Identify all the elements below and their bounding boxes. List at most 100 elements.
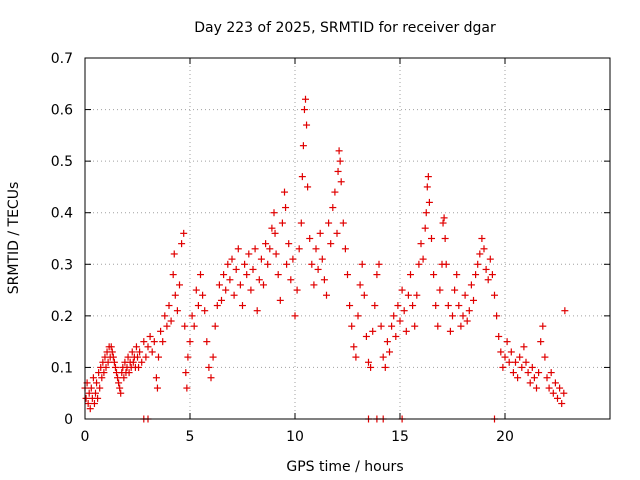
data-point — [371, 302, 379, 310]
data-point — [344, 271, 351, 279]
data-point — [522, 358, 530, 366]
data-point — [360, 291, 368, 299]
data-point — [236, 281, 244, 289]
y-tick-label: 0.6 — [51, 103, 73, 119]
data-point — [556, 384, 564, 392]
data-point — [499, 363, 507, 371]
data-point — [453, 271, 461, 279]
data-point — [182, 369, 190, 377]
data-point — [503, 338, 511, 346]
data-point — [124, 353, 132, 361]
data-point — [271, 229, 279, 237]
data-point — [282, 204, 290, 212]
data-point — [482, 265, 490, 273]
data-point — [300, 106, 308, 114]
data-point — [93, 379, 101, 387]
data-point — [197, 271, 204, 279]
data-point — [308, 260, 316, 268]
data-point — [215, 281, 223, 289]
data-point — [455, 302, 463, 310]
data-point — [241, 260, 249, 268]
data-point — [188, 312, 196, 320]
y-tick-labels: 0 0.1 0.2 0.3 0.4 0.5 0.6 0.7 — [51, 51, 73, 428]
data-point — [509, 369, 517, 377]
data-point — [314, 265, 322, 273]
y-tick-label: 0.7 — [51, 51, 73, 67]
data-point — [203, 338, 211, 346]
data-point — [549, 389, 557, 397]
data-point — [230, 291, 238, 299]
data-point — [512, 358, 519, 366]
data-point — [102, 363, 110, 371]
data-point — [262, 240, 270, 248]
data-point — [472, 271, 480, 279]
data-point — [417, 240, 425, 248]
data-point — [201, 307, 209, 315]
data-point — [129, 358, 137, 366]
data-point — [253, 307, 261, 315]
data-point — [272, 250, 280, 258]
data-point — [226, 276, 234, 284]
data-point — [554, 394, 561, 402]
data-point — [234, 245, 242, 253]
data-point — [82, 394, 90, 402]
data-point — [539, 322, 547, 330]
data-point — [222, 286, 230, 294]
data-point — [394, 302, 402, 310]
data-point — [117, 389, 125, 397]
data-point — [346, 302, 354, 310]
data-point — [128, 348, 136, 356]
data-point — [183, 384, 191, 392]
data-point — [461, 291, 469, 299]
data-point — [436, 286, 444, 294]
data-point — [537, 338, 545, 346]
data-point — [115, 379, 123, 387]
data-point — [518, 363, 526, 371]
data-point — [419, 255, 427, 263]
data-point — [176, 281, 183, 289]
data-point — [356, 281, 364, 289]
data-point — [411, 322, 419, 330]
data-point — [474, 260, 482, 268]
data-point — [247, 286, 255, 294]
data-point — [243, 271, 251, 279]
data-point — [161, 312, 169, 320]
data-point — [362, 332, 370, 340]
data-point — [545, 384, 553, 392]
data-point — [533, 384, 540, 392]
data-point — [560, 389, 568, 397]
data-point — [186, 338, 194, 346]
data-point — [289, 255, 297, 263]
data-point — [125, 369, 133, 377]
data-point — [425, 198, 433, 206]
data-point — [87, 384, 95, 392]
data-point — [184, 353, 192, 361]
data-point — [138, 358, 146, 366]
data-point — [514, 374, 522, 382]
data-point — [209, 353, 217, 361]
data-point — [335, 147, 343, 155]
data-point — [377, 322, 385, 330]
data-point — [329, 204, 337, 212]
data-point — [173, 307, 181, 315]
data-point — [264, 260, 272, 268]
y-tick-label: 0 — [64, 412, 73, 428]
data-point — [135, 363, 143, 371]
data-point — [170, 250, 178, 258]
data-point — [398, 286, 406, 294]
data-point — [331, 188, 339, 196]
data-point — [493, 312, 501, 320]
plot-frame — [84, 57, 611, 420]
data-point — [379, 353, 387, 361]
data-point — [276, 296, 284, 304]
data-point — [369, 327, 377, 335]
data-point — [146, 332, 154, 340]
y-tick-label: 0.1 — [51, 360, 73, 376]
data-point — [526, 379, 534, 387]
data-point — [213, 302, 221, 310]
data-point — [497, 348, 505, 356]
data-point — [199, 291, 207, 299]
data-point — [491, 291, 498, 299]
data-point — [260, 281, 267, 289]
